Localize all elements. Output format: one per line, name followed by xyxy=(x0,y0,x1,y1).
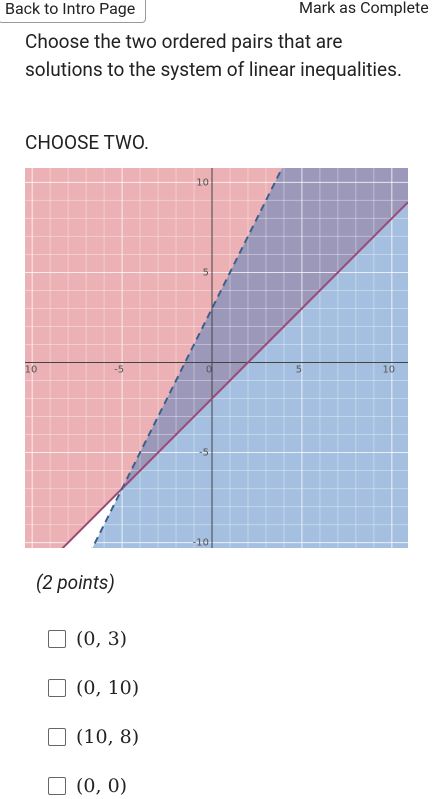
option-label: (10, 8) xyxy=(76,726,140,748)
option[interactable]: (0, 0) xyxy=(48,775,127,797)
points: (2 points) xyxy=(36,571,115,594)
x-tick-label: 5 xyxy=(296,365,302,376)
checkbox[interactable] xyxy=(48,777,66,795)
checkbox[interactable] xyxy=(48,728,66,746)
complete-button[interactable]: Mark as Complete xyxy=(299,0,429,17)
instruction: CHOOSE TWO. xyxy=(25,131,149,154)
y-tick-label: -10 xyxy=(193,538,209,548)
y-tick-label: 5 xyxy=(203,267,209,278)
x-tick-label: -10 xyxy=(25,365,37,376)
option-label: (0, 3) xyxy=(76,628,128,650)
back-button[interactable]: Back to Intro Page xyxy=(0,0,147,23)
graph: -10 -5 0 5 10 -10 -5 5 10 xyxy=(25,168,408,548)
y-tick-label: -5 xyxy=(199,448,209,459)
boundary-line xyxy=(61,201,408,548)
option[interactable]: (10, 8) xyxy=(48,726,139,748)
option[interactable]: (0, 3) xyxy=(48,628,127,650)
y-tick-label: 10 xyxy=(196,177,209,188)
option-label: (0, 0) xyxy=(76,775,128,797)
question: Choose the two ordered pairs that are so… xyxy=(25,30,402,81)
checkbox[interactable] xyxy=(48,630,66,648)
x-tick-label: 10 xyxy=(382,365,395,376)
checkbox[interactable] xyxy=(48,679,66,697)
option-label: (0, 10) xyxy=(76,677,140,699)
x-tick-label: -5 xyxy=(114,365,124,376)
x-tick-label: 0 xyxy=(206,365,212,376)
option[interactable]: (0, 10) xyxy=(48,677,139,699)
